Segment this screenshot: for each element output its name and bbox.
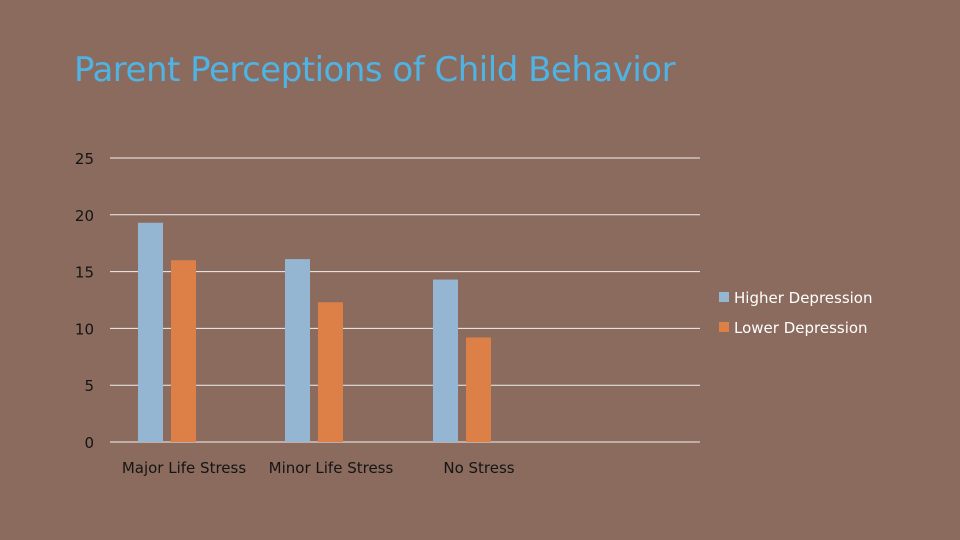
legend-swatch: [719, 322, 729, 332]
bar-higher-depression: [285, 259, 310, 442]
chart-title: Parent Perceptions of Child Behavior: [74, 50, 676, 90]
y-tick-label: 25: [75, 150, 94, 168]
legend-label: Higher Depression: [734, 289, 873, 307]
y-tick-label: 5: [84, 377, 94, 395]
x-category-label: No Stress: [443, 459, 514, 477]
x-category-label: Minor Life Stress: [269, 459, 394, 477]
legend-swatch: [719, 292, 729, 302]
legend-label: Lower Depression: [734, 319, 868, 337]
bar-lower-depression: [318, 302, 343, 442]
bar-higher-depression: [138, 222, 163, 442]
bar-lower-depression: [171, 260, 196, 442]
x-category-label: Major Life Stress: [122, 459, 246, 477]
bar-lower-depression: [466, 337, 491, 442]
bar-higher-depression: [433, 279, 458, 442]
y-tick-label: 10: [75, 320, 94, 338]
y-tick-label: 15: [75, 264, 94, 282]
y-tick-label: 0: [84, 434, 94, 452]
y-tick-label: 20: [75, 207, 94, 225]
